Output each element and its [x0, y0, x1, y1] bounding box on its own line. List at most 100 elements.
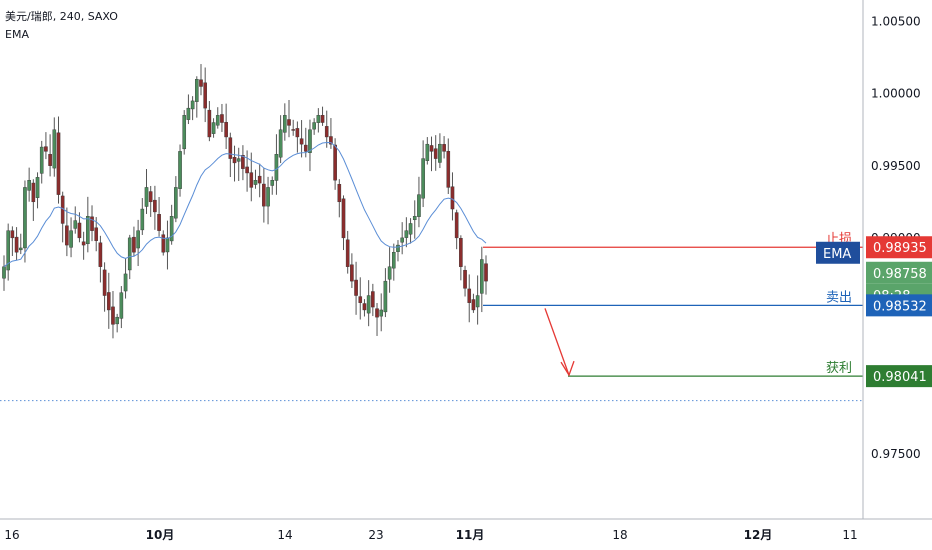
candle-body	[102, 269, 107, 296]
current-price-tag: 0.98758	[873, 267, 927, 282]
candle-body	[475, 295, 480, 308]
candle-body	[228, 137, 233, 159]
candle-body	[10, 230, 15, 239]
candle-body	[262, 183, 266, 207]
time-tick-label: 18	[612, 528, 627, 542]
candle-body	[291, 129, 296, 131]
stop-price-tag-bg	[866, 236, 932, 259]
candle-body	[287, 119, 291, 126]
candle-body	[283, 115, 287, 133]
candle-body	[266, 187, 270, 207]
candle-body	[358, 296, 363, 303]
candle-body	[169, 216, 174, 242]
candle-body	[295, 128, 300, 138]
candle-body	[421, 158, 425, 199]
price-tick-label: 1.00500	[871, 15, 921, 29]
candle-body	[433, 148, 438, 159]
candle-body	[320, 115, 325, 123]
candle-body	[18, 247, 23, 251]
candle-body	[81, 241, 86, 246]
candle-body	[136, 230, 140, 249]
candle-body	[48, 154, 52, 166]
candle-body	[232, 156, 237, 164]
candle-body	[186, 107, 191, 120]
candle-body	[270, 180, 275, 186]
ema-tag: EMA	[823, 247, 851, 262]
candle-body	[454, 212, 459, 239]
candle-body	[52, 129, 57, 169]
candle-body	[98, 242, 103, 267]
price-tick-label: 0.99500	[871, 159, 921, 173]
take-profit-label: 获利	[826, 361, 852, 376]
candle-body	[329, 136, 333, 145]
candle-body	[467, 288, 472, 303]
candle-body	[371, 291, 375, 308]
candle-body	[199, 79, 203, 87]
candle-body	[6, 230, 10, 271]
down-arrow-shaft	[544, 308, 570, 376]
candle-body	[23, 187, 27, 249]
candle-body	[333, 144, 337, 181]
entry-price-tag-bg	[866, 294, 932, 317]
ema-tag-bg	[816, 241, 860, 264]
candle-body	[303, 144, 308, 152]
candle-body	[90, 216, 94, 231]
candle-body	[383, 280, 388, 313]
candle-body	[471, 299, 476, 311]
candle-body	[106, 292, 111, 311]
candle-body	[190, 100, 195, 110]
candle-body	[203, 82, 207, 109]
candle-body	[350, 264, 354, 282]
candle-body	[65, 225, 69, 246]
candle-body	[253, 180, 258, 185]
candle-body	[362, 303, 367, 311]
candle-body	[480, 259, 484, 294]
time-tick-label: 14	[277, 528, 292, 542]
candle-body	[341, 198, 346, 239]
candle-body	[69, 230, 73, 248]
price-tick-label: 1.00000	[871, 87, 921, 101]
candle-body	[438, 143, 442, 163]
candle-body	[119, 292, 124, 319]
candle-body	[2, 266, 6, 279]
candle-body	[241, 155, 245, 169]
candle-body	[31, 182, 36, 203]
current-price-tag-bg	[866, 261, 932, 284]
candle-body	[127, 237, 132, 271]
candle-body	[316, 115, 321, 123]
candle-body	[412, 216, 417, 221]
price-tick-label: 0.97500	[871, 447, 921, 461]
candle-body	[446, 150, 451, 188]
sell-label: 卖出	[826, 290, 852, 305]
candle-body	[450, 186, 455, 210]
candle-body	[44, 146, 48, 152]
candle-body	[425, 143, 430, 161]
candle-body	[299, 138, 304, 145]
candle-body	[132, 236, 136, 253]
candle-body	[165, 237, 170, 253]
candle-body	[220, 114, 224, 123]
candle-body	[27, 180, 31, 191]
candle-body	[391, 252, 396, 269]
candle-body	[123, 273, 128, 292]
candle-body	[324, 126, 329, 138]
candle-body	[182, 115, 187, 150]
candle-body	[94, 227, 99, 241]
candle-body	[396, 244, 400, 252]
candle-body	[224, 121, 228, 138]
candle-body	[429, 145, 434, 152]
candle-body	[404, 230, 409, 238]
candle-body	[245, 166, 249, 174]
candle-body	[215, 115, 220, 126]
candle-body	[73, 220, 78, 229]
time-axis[interactable]: 16 10月 14 23 11月 18 12月 11	[0, 518, 932, 542]
candle-body	[278, 129, 283, 158]
candle-body	[14, 236, 19, 253]
candle-body	[484, 263, 488, 282]
candle-body	[379, 309, 384, 317]
stop-price-tag: 0.98935	[873, 241, 927, 256]
candle-body	[308, 129, 312, 153]
